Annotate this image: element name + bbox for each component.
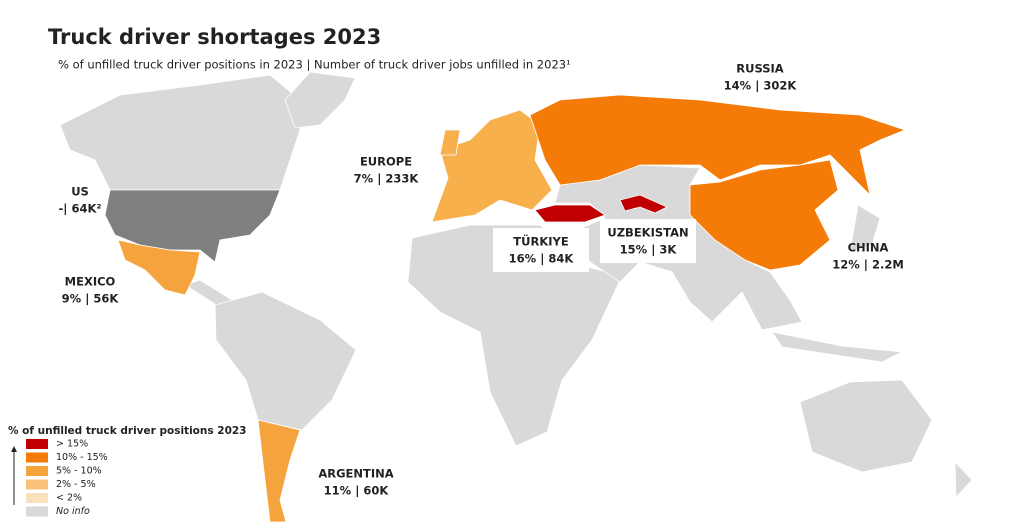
country-name: US	[71, 185, 89, 199]
legend-swatch	[26, 452, 48, 463]
country-value: 12% | 2.2M	[832, 258, 904, 272]
title: Truck driver shortages 2023	[48, 25, 381, 49]
legend-title: % of unfilled truck driver positions 202…	[8, 425, 246, 437]
country-labels: US -| 64K² MEXICO 9% | 56K EUROPE 7% | 233K RU…	[59, 62, 904, 498]
land	[849, 204, 881, 253]
country-label: EUROPE 7% | 233K	[354, 155, 420, 186]
country-label: TÜRKIYE 16% | 84K	[493, 228, 589, 272]
country-label: US -| 64K²	[59, 185, 102, 216]
country-value: 7% | 233K	[354, 172, 420, 186]
country-name: UZBEKISTAN	[607, 226, 688, 240]
label-box	[600, 219, 696, 263]
country-shape	[619, 194, 668, 214]
land	[214, 291, 357, 431]
legend-label: 2% - 5%	[56, 479, 96, 490]
legend-label: > 15%	[56, 439, 88, 450]
country-shape	[534, 204, 606, 223]
country-shape	[104, 189, 281, 263]
country-name: EUROPE	[360, 155, 412, 169]
label-box	[493, 228, 589, 272]
land	[284, 71, 356, 129]
land	[771, 331, 904, 363]
country-value: 14% | 302K	[724, 79, 798, 93]
legend-arrow-head	[11, 446, 17, 452]
country-name: CHINA	[848, 241, 889, 255]
country-label: UZBEKISTAN 15% | 3K	[600, 219, 696, 263]
subtitle: % of unfilled truck driver positions in …	[58, 58, 571, 72]
legend-swatch	[26, 466, 48, 476]
land	[954, 460, 973, 498]
country-shape	[439, 129, 461, 156]
highlighted-countries	[104, 94, 907, 523]
legend-swatch	[26, 479, 48, 490]
land	[799, 379, 933, 473]
legend-swatch	[26, 506, 48, 517]
landmasses	[59, 71, 973, 498]
legend: % of unfilled truck driver positions 202…	[8, 425, 246, 517]
country-label: MEXICO 9% | 56K	[62, 275, 120, 306]
legend-label: 10% - 15%	[56, 452, 108, 463]
country-label: CHINA 12% | 2.2M	[832, 241, 904, 272]
country-shape	[257, 419, 301, 523]
legend-label: 5% - 10%	[56, 466, 102, 477]
country-value: 16% | 84K	[509, 252, 575, 266]
country-value: 11% | 60K	[324, 484, 390, 498]
legend-swatch	[26, 439, 48, 449]
country-name: TÜRKIYE	[513, 234, 569, 249]
land	[59, 74, 301, 191]
country-value: 9% | 56K	[62, 292, 120, 306]
country-value: -| 64K²	[59, 202, 102, 216]
country-name: RUSSIA	[736, 62, 784, 76]
legend-swatch	[26, 493, 48, 503]
legend-label: No info	[56, 506, 90, 517]
country-label: ARGENTINA 11% | 60K	[318, 467, 393, 498]
country-label: RUSSIA 14% | 302K	[724, 62, 798, 93]
country-name: MEXICO	[65, 275, 116, 289]
legend-label: < 2%	[56, 493, 82, 504]
country-name: ARGENTINA	[318, 467, 393, 481]
country-shape	[117, 239, 201, 296]
country-value: 15% | 3K	[620, 243, 678, 257]
country-shape	[529, 94, 907, 197]
country-shape	[689, 159, 839, 271]
